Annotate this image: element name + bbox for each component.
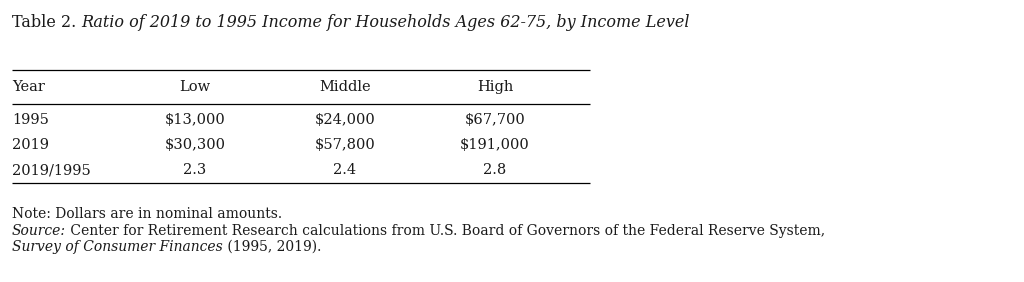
Text: 2.4: 2.4 bbox=[334, 163, 356, 177]
Text: Center for Retirement Research calculations from U.S. Board of Governors of the : Center for Retirement Research calculati… bbox=[66, 224, 825, 238]
Text: Survey of Consumer Finances: Survey of Consumer Finances bbox=[12, 240, 223, 254]
Text: Year: Year bbox=[12, 80, 45, 94]
Text: Table 2.: Table 2. bbox=[12, 14, 81, 31]
Text: 2019/1995: 2019/1995 bbox=[12, 163, 91, 177]
Text: (1995, 2019).: (1995, 2019). bbox=[223, 240, 322, 254]
Text: 2.8: 2.8 bbox=[483, 163, 507, 177]
Text: $191,000: $191,000 bbox=[460, 138, 529, 152]
Text: 1995: 1995 bbox=[12, 113, 49, 127]
Text: Ratio of 2019 to 1995 Income for Households Ages 62-75, by Income Level: Ratio of 2019 to 1995 Income for Househo… bbox=[81, 14, 690, 31]
Text: $13,000: $13,000 bbox=[165, 113, 225, 127]
Text: 2019: 2019 bbox=[12, 138, 49, 152]
Text: Middle: Middle bbox=[319, 80, 371, 94]
Text: Source:: Source: bbox=[12, 224, 66, 238]
Text: $24,000: $24,000 bbox=[314, 113, 376, 127]
Text: Note: Dollars are in nominal amounts.: Note: Dollars are in nominal amounts. bbox=[12, 207, 283, 221]
Text: $57,800: $57,800 bbox=[314, 138, 376, 152]
Text: $30,300: $30,300 bbox=[165, 138, 225, 152]
Text: $67,700: $67,700 bbox=[465, 113, 525, 127]
Text: High: High bbox=[477, 80, 513, 94]
Text: Low: Low bbox=[179, 80, 211, 94]
Text: 2.3: 2.3 bbox=[183, 163, 207, 177]
